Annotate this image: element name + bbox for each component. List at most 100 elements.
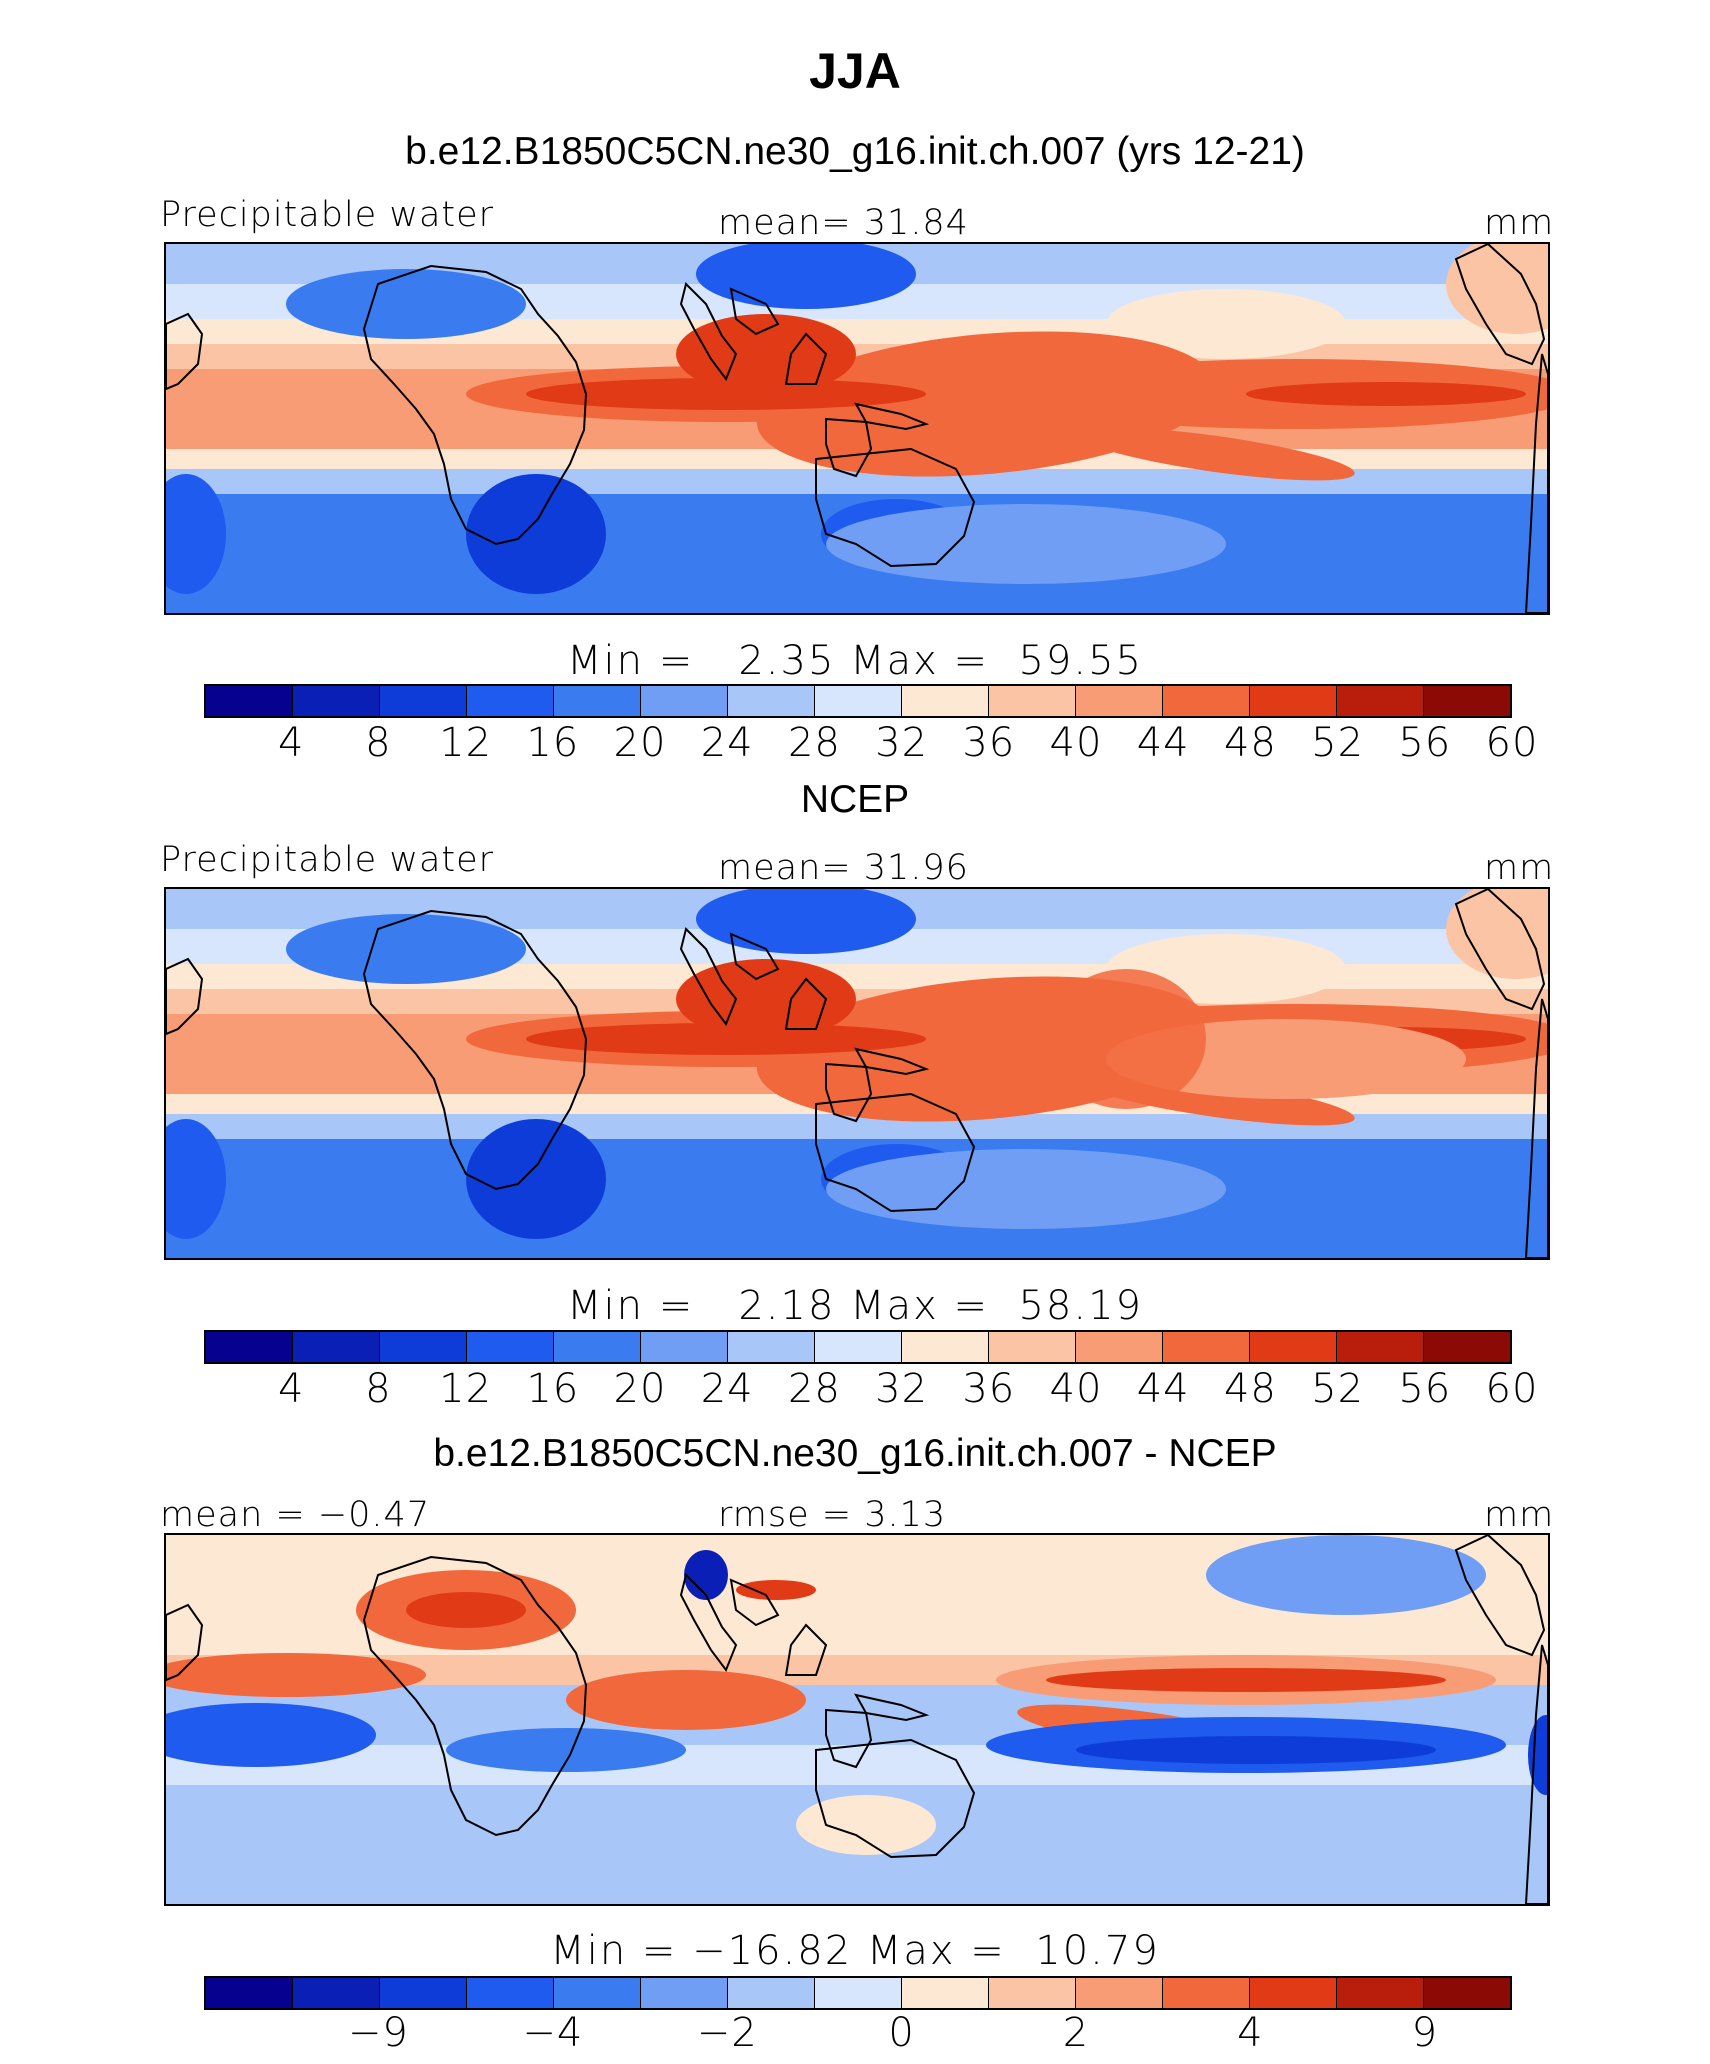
colorbar-tick-label: 40	[1049, 1366, 1103, 1412]
colorbar-swatch	[728, 1332, 815, 1362]
colorbar-swatch	[554, 1978, 641, 2008]
panel-1-mean-label: mean= 31.84	[718, 203, 969, 243]
colorbar-swatch	[1076, 1978, 1163, 2008]
panel-2-minmax: Min = 2.18 Max = 58.19	[567, 1283, 1143, 1329]
contour-region	[566, 1670, 806, 1730]
colorbar-tick-label: 56	[1398, 720, 1452, 766]
panel-2-units-label: mm	[1484, 848, 1555, 888]
contour-region	[1446, 889, 1548, 979]
panel-3-colorbar-ticks: −9 −4 −2 0 2 4 9	[204, 2010, 1512, 2058]
contour-region	[1077, 427, 1355, 481]
contour-region	[166, 474, 226, 594]
colorbar-swatch	[206, 1978, 293, 2008]
colorbar-swatch	[293, 686, 380, 716]
coastline	[729, 1578, 780, 1627]
panel-2-title: NCEP	[800, 778, 910, 821]
coastline	[1524, 353, 1548, 613]
colorbar-swatch	[641, 686, 728, 716]
colorbar-swatch	[1250, 1332, 1337, 1362]
colorbar-tick-label: 2	[1062, 2010, 1090, 2056]
coastline	[784, 332, 828, 385]
colorbar-tick-label: 8	[365, 1366, 392, 1412]
colorbar-tick-label: 0	[888, 2010, 915, 2056]
coastline	[815, 1738, 976, 1859]
contour-region	[676, 314, 856, 394]
coastline	[166, 312, 204, 391]
contour-region	[526, 378, 926, 410]
contour-region	[1246, 382, 1526, 406]
coastline	[729, 287, 780, 336]
contour-region	[1046, 969, 1206, 1109]
contour-region	[676, 959, 856, 1039]
colorbar-swatch	[467, 1332, 554, 1362]
contour-region	[446, 1728, 686, 1772]
coastline	[1524, 1644, 1548, 1904]
colorbar-swatch	[1424, 1332, 1510, 1362]
colorbar-swatch	[293, 1332, 380, 1362]
panel-2-mean-label: mean= 31.96	[718, 848, 969, 888]
colorbar-tick-label: 16	[526, 720, 580, 766]
contour-region	[526, 1023, 926, 1055]
colorbar-swatch	[1163, 686, 1250, 716]
panel-3-rmse-label: rmse = 3.13	[718, 1495, 947, 1535]
panel-1-title: b.e12.B1850C5CN.ne30_g16.init.ch.007 (yr…	[405, 130, 1305, 173]
contour-region	[684, 1550, 728, 1600]
panel-1-map	[164, 242, 1550, 615]
colorbar-tick-label: 52	[1311, 1366, 1365, 1412]
colorbar-tick-label: −4	[522, 2010, 584, 2056]
colorbar-swatch	[1250, 686, 1337, 716]
panel-1-colorbar-ticks: 4 8 12 16 20 24 28 32 36 40 44 48 52 56 60	[204, 720, 1537, 768]
coastline	[362, 1555, 588, 1837]
panel-3-colorbar	[204, 1976, 1512, 2010]
colorbar-swatch	[728, 686, 815, 716]
panel-1-colorbar	[204, 684, 1512, 718]
coastline	[854, 1693, 930, 1722]
panel-2-variable-label: Precipitable water	[160, 840, 495, 880]
coastline	[362, 264, 588, 546]
colorbar-tick-label: 60	[1485, 720, 1539, 766]
colorbar-tick-label: 16	[526, 1366, 580, 1412]
coastline	[679, 282, 738, 382]
contour-region	[166, 1119, 226, 1239]
colorbar-tick-label: 12	[439, 1366, 493, 1412]
colorbar-swatch	[554, 686, 641, 716]
colorbar-tick-label: 4	[1237, 2010, 1264, 2056]
colorbar-tick-label: 8	[365, 720, 392, 766]
contour-region	[826, 504, 1226, 584]
colorbar-swatch	[815, 1978, 902, 2008]
colorbar-swatch	[1076, 1332, 1163, 1362]
colorbar-tick-label: 48	[1223, 720, 1277, 766]
coastline	[784, 1623, 828, 1676]
colorbar-swatch	[554, 1332, 641, 1362]
colorbar-swatch	[902, 686, 989, 716]
colorbar-tick-label: 4	[277, 1366, 305, 1412]
colorbar-tick-label: 24	[700, 1366, 754, 1412]
colorbar-swatch	[728, 1978, 815, 2008]
colorbar-tick-label: 44	[1136, 720, 1190, 766]
contour-region	[1446, 244, 1548, 334]
coastline	[1454, 244, 1546, 366]
coastline	[1454, 889, 1546, 1011]
colorbar-tick-label: 9	[1411, 2010, 1439, 2056]
panel-1-variable-label: Precipitable water	[160, 195, 495, 235]
contour-region	[1206, 1535, 1486, 1615]
panel-2-colorbar	[204, 1330, 1512, 1364]
colorbar-swatch	[293, 1978, 380, 2008]
contour-region	[466, 474, 606, 594]
contour-map	[166, 244, 1548, 613]
panel-3-title: b.e12.B1850C5CN.ne30_g16.init.ch.007 - N…	[433, 1432, 1277, 1475]
panel-3-units-label: mm	[1484, 1495, 1555, 1535]
contour-region	[696, 889, 916, 954]
colorbar-swatch	[989, 1978, 1076, 2008]
contour-region	[826, 1149, 1226, 1229]
colorbar-swatch	[902, 1332, 989, 1362]
colorbar-swatch	[989, 1332, 1076, 1362]
colorbar-tick-label: 28	[787, 1366, 841, 1412]
colorbar-swatch	[467, 1978, 554, 2008]
colorbar-tick-label: 52	[1311, 720, 1365, 766]
contour-region	[466, 1119, 606, 1239]
contour-region	[1076, 1736, 1436, 1764]
coastline	[166, 957, 204, 1036]
contour-region	[796, 1795, 936, 1855]
coastline	[362, 909, 588, 1191]
